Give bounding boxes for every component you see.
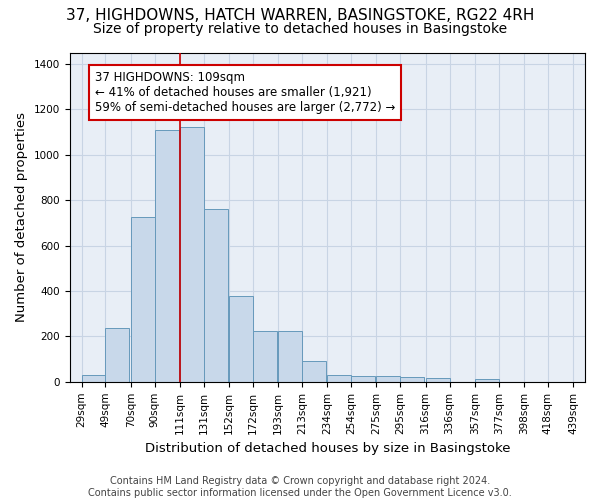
Bar bbox=[327, 375, 351, 382]
Bar bbox=[475, 379, 499, 382]
Bar bbox=[106, 328, 130, 382]
Text: 37, HIGHDOWNS, HATCH WARREN, BASINGSTOKE, RG22 4RH: 37, HIGHDOWNS, HATCH WARREN, BASINGSTOKE… bbox=[66, 8, 534, 22]
Bar bbox=[400, 378, 424, 382]
Bar bbox=[229, 296, 253, 382]
Bar bbox=[425, 378, 449, 382]
Y-axis label: Number of detached properties: Number of detached properties bbox=[15, 112, 28, 322]
Bar bbox=[302, 362, 326, 382]
Bar bbox=[351, 376, 375, 382]
Bar bbox=[253, 330, 277, 382]
Bar bbox=[155, 130, 179, 382]
Bar bbox=[278, 330, 302, 382]
Text: Size of property relative to detached houses in Basingstoke: Size of property relative to detached ho… bbox=[93, 22, 507, 36]
Bar bbox=[131, 217, 155, 382]
X-axis label: Distribution of detached houses by size in Basingstoke: Distribution of detached houses by size … bbox=[145, 442, 510, 455]
Text: Contains HM Land Registry data © Crown copyright and database right 2024.
Contai: Contains HM Land Registry data © Crown c… bbox=[88, 476, 512, 498]
Bar bbox=[204, 209, 228, 382]
Bar bbox=[376, 376, 400, 382]
Text: 37 HIGHDOWNS: 109sqm
← 41% of detached houses are smaller (1,921)
59% of semi-de: 37 HIGHDOWNS: 109sqm ← 41% of detached h… bbox=[95, 70, 395, 114]
Bar bbox=[82, 375, 106, 382]
Bar bbox=[180, 128, 204, 382]
